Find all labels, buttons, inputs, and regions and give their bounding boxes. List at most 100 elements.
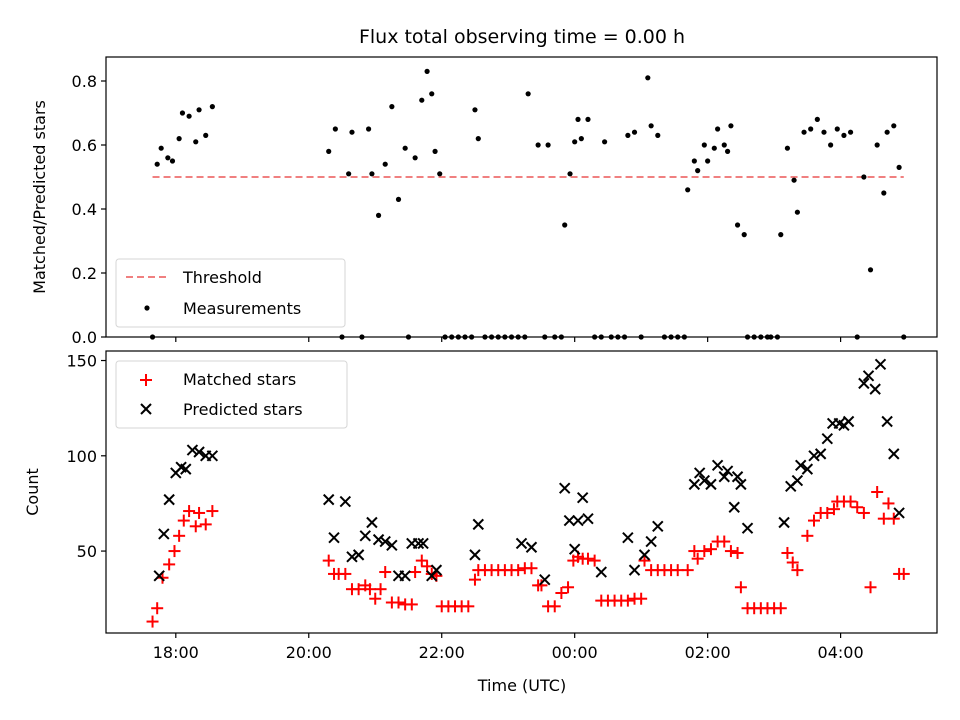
measurement-point <box>794 209 800 215</box>
bottom-legend: Matched stars Predicted stars <box>115 360 348 429</box>
measurement-point <box>169 158 176 164</box>
matched-star-point <box>774 602 787 615</box>
x-tick-label: 00:00 <box>552 643 598 662</box>
matched-star-point <box>827 503 840 516</box>
measurement-point <box>562 222 568 228</box>
measurement-point <box>867 267 874 273</box>
matched-star-point <box>151 602 164 615</box>
measurement-point <box>158 145 164 151</box>
measurement-point <box>881 190 887 196</box>
x-tick-label: 04:00 <box>818 643 864 662</box>
measurement-point <box>535 142 541 148</box>
measurement-point <box>419 97 425 103</box>
matched-star-point <box>548 600 561 613</box>
measurement-point <box>186 113 192 119</box>
measurement-point <box>346 171 352 177</box>
legend-predicted-label: Predicted stars <box>183 400 303 419</box>
matched-star-point <box>864 581 877 594</box>
predicted-star-point <box>472 518 484 531</box>
legend-threshold-label: Threshold <box>182 268 262 287</box>
matched-star-point <box>681 564 694 577</box>
predicted-star-point <box>741 522 754 534</box>
predicted-star-point <box>645 535 657 548</box>
legend-measurements-label: Measurements <box>183 299 301 318</box>
matched-star-point <box>844 495 857 508</box>
predicted-star-point <box>158 528 170 540</box>
matched-star-point <box>731 546 744 559</box>
matched-star-point <box>791 564 804 577</box>
bottom-axes-frame <box>105 350 938 634</box>
measurement-point <box>841 132 847 138</box>
measurement-point <box>395 196 402 202</box>
measurement-point <box>429 91 435 97</box>
predicted-star-point <box>399 570 411 582</box>
predicted-star-point <box>328 532 340 544</box>
matched-star-point <box>786 556 799 569</box>
measurement-point <box>575 116 581 122</box>
measurement-point <box>625 132 631 138</box>
top-y-axis-label: Matched/Predicted stars <box>30 100 49 294</box>
y-tick-label: 0.6 <box>72 136 97 155</box>
matched-star-point <box>724 545 737 558</box>
matched-star-point <box>363 583 376 596</box>
measurement-point <box>847 129 854 135</box>
measurement-point <box>572 139 578 145</box>
chart-title: Flux total observing time = 0.00 h <box>359 26 685 48</box>
predicted-star-point <box>711 459 724 472</box>
measurement-point <box>412 155 418 161</box>
legend-measurements-swatch <box>144 305 150 311</box>
bottom-legend-box <box>115 360 348 429</box>
matched-star-point <box>462 600 475 613</box>
measurement-point <box>154 161 160 167</box>
measurement-point <box>741 232 747 238</box>
measurement-point <box>728 123 734 129</box>
measurement-point <box>365 126 372 132</box>
measurement-point <box>602 139 608 145</box>
measurement-point <box>695 168 701 174</box>
matched-star-point <box>468 573 481 586</box>
measurement-point <box>808 126 814 132</box>
matched-star-point <box>781 546 794 559</box>
matched-star-point <box>535 579 548 592</box>
measurement-point <box>437 171 443 177</box>
predicted-star-point <box>346 551 358 563</box>
measurement-point <box>525 91 531 97</box>
measurement-point <box>389 104 395 110</box>
measurement-point <box>648 123 654 129</box>
matched-star-point <box>199 518 212 531</box>
matched-star-point <box>352 583 365 596</box>
measurement-point <box>701 142 707 148</box>
predicted-star-point <box>721 465 734 477</box>
matched-star-point <box>415 554 428 567</box>
measurement-point <box>545 142 551 148</box>
matched-star-point <box>871 486 884 498</box>
measurement-point <box>165 155 171 161</box>
predicted-star-point <box>352 549 365 561</box>
measurement-point <box>432 148 438 154</box>
predicted-star-point <box>821 432 834 445</box>
measurement-point <box>801 129 807 135</box>
matched-star-point <box>698 545 711 558</box>
measurement-point <box>375 212 382 218</box>
top-legend: Threshold Measurements <box>115 258 346 328</box>
predicted-star-point <box>874 358 887 371</box>
predicted-star-point <box>412 537 425 550</box>
measurement-point <box>896 164 902 170</box>
predicted-star-point <box>180 463 192 475</box>
predicted-star-point <box>638 549 651 561</box>
predicted-star-point <box>372 533 385 546</box>
bottom-y-axis-label: Count <box>23 468 42 516</box>
predicted-star-point <box>808 450 820 462</box>
measurement-point <box>578 136 584 142</box>
predicted-star-point <box>791 474 804 487</box>
matched-star-point <box>392 596 405 609</box>
measurement-point <box>332 126 338 132</box>
matched-star-point <box>897 567 910 580</box>
predicted-star-point <box>869 383 881 395</box>
top-axes-frame <box>105 56 938 338</box>
bottom-marks <box>146 358 910 628</box>
measurement-point <box>711 145 717 151</box>
legend-matched-label: Matched stars <box>183 370 296 389</box>
predicted-star-point <box>153 570 165 582</box>
y-tick-label: 150 <box>66 352 97 371</box>
